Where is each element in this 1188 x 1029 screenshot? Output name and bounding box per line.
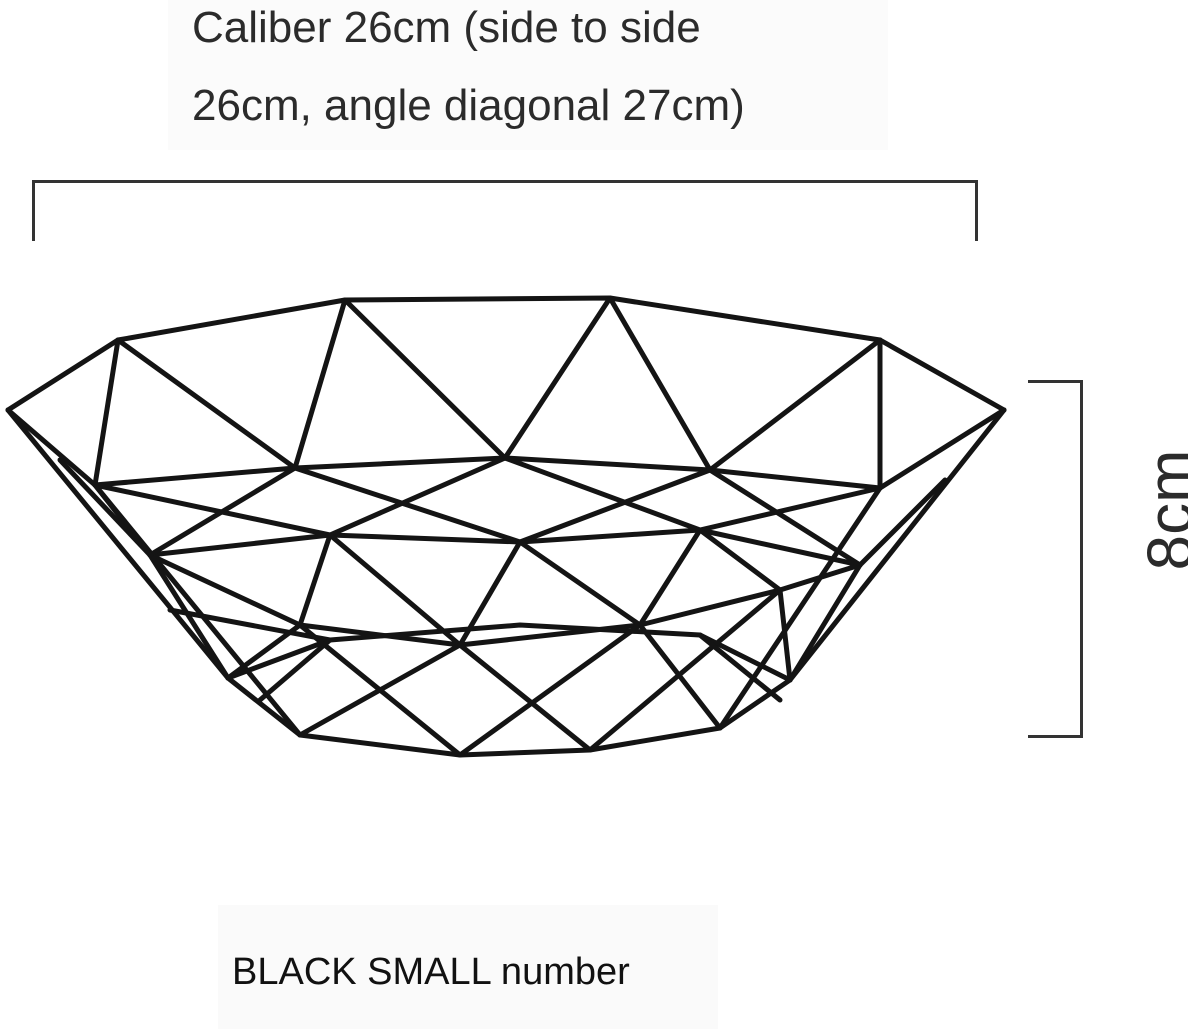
height-dimension-bracket [1028,380,1083,738]
wire-fruit-basket-image [5,295,1007,758]
height-dimension-label: 8cm [1134,449,1188,571]
product-variant-label: BLACK SMALL number [232,951,630,993]
top-caption-background [168,0,888,150]
caliber-caption-line-1: Caliber 26cm (side to side [192,3,701,52]
bottom-caption-background [218,905,718,1029]
width-dimension-bracket [32,180,978,241]
caliber-caption-line-2: 26cm, angle diagonal 27cm) [192,81,745,130]
